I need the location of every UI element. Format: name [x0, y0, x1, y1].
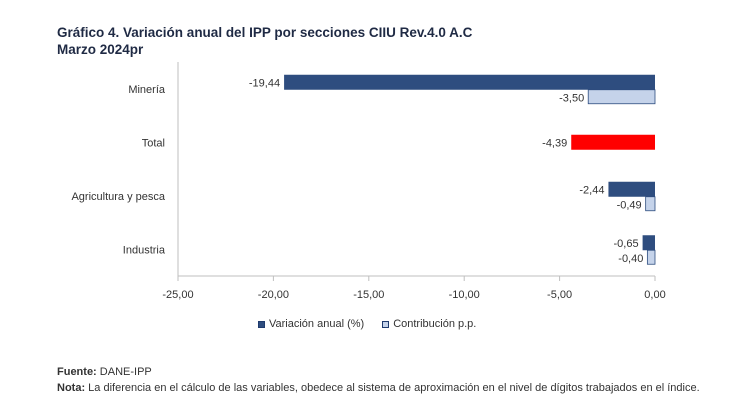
- x-tick-label: -15,00: [353, 289, 384, 301]
- data-label-variacion: -0,65: [614, 238, 639, 250]
- chart-footer: Fuente: DANE-IPP Nota: La diferencia en …: [57, 364, 737, 396]
- legend-swatch-variacion: [258, 320, 265, 328]
- category-label: Minería: [128, 84, 166, 96]
- x-tick-label: -20,00: [258, 289, 289, 301]
- chart-title: Gráfico 4. Variación anual del IPP por s…: [57, 25, 473, 40]
- legend-label-variacion: Variación anual (%): [269, 318, 365, 330]
- x-tick-label: -25,00: [162, 289, 193, 301]
- note: Nota: La diferencia en el cálculo de las…: [57, 380, 737, 396]
- category-label: Agricultura y pesca: [71, 191, 165, 203]
- bar-contribucion: [587, 89, 656, 105]
- source-text: DANE-IPP: [96, 366, 152, 378]
- bar-contribucion: [646, 249, 656, 265]
- x-tick-label: 0,00: [644, 289, 665, 301]
- legend-swatch-contribucion: [382, 320, 390, 328]
- x-tick-label: -10,00: [449, 289, 480, 301]
- legend-item-contribucion: Contribución p.p.: [382, 318, 476, 330]
- bar-contribucion: [645, 196, 656, 212]
- bar-variacion: [571, 134, 655, 150]
- source-note: Fuente: DANE-IPP: [57, 364, 737, 380]
- data-label-variacion: -2,44: [579, 184, 604, 196]
- legend-label-contribucion: Contribución p.p.: [393, 318, 477, 330]
- bar-variacion: [284, 74, 655, 90]
- legend-item-variacion: Variación anual (%): [258, 318, 364, 330]
- data-label-contribucion: -0,40: [618, 253, 643, 265]
- data-label-variacion: -4,39: [542, 137, 567, 149]
- note-label: Nota:: [57, 382, 86, 394]
- data-label-contribucion: -3,50: [559, 92, 584, 104]
- chart-subtitle: Marzo 2024pr: [57, 42, 144, 57]
- note-text: La diferencia en el cálculo de las varia…: [85, 382, 700, 394]
- x-tick-label: -5,00: [547, 289, 572, 301]
- chart-legend: Variación anual (%) Contribución p.p.: [258, 318, 476, 330]
- bar-variacion: [608, 181, 655, 197]
- category-label: Total: [142, 137, 165, 149]
- data-label-contribucion: -0,49: [617, 199, 642, 211]
- data-label-variacion: -19,44: [249, 77, 280, 89]
- bar-variacion: [642, 235, 655, 251]
- category-label: Industria: [123, 244, 166, 256]
- source-label: Fuente:: [57, 366, 97, 378]
